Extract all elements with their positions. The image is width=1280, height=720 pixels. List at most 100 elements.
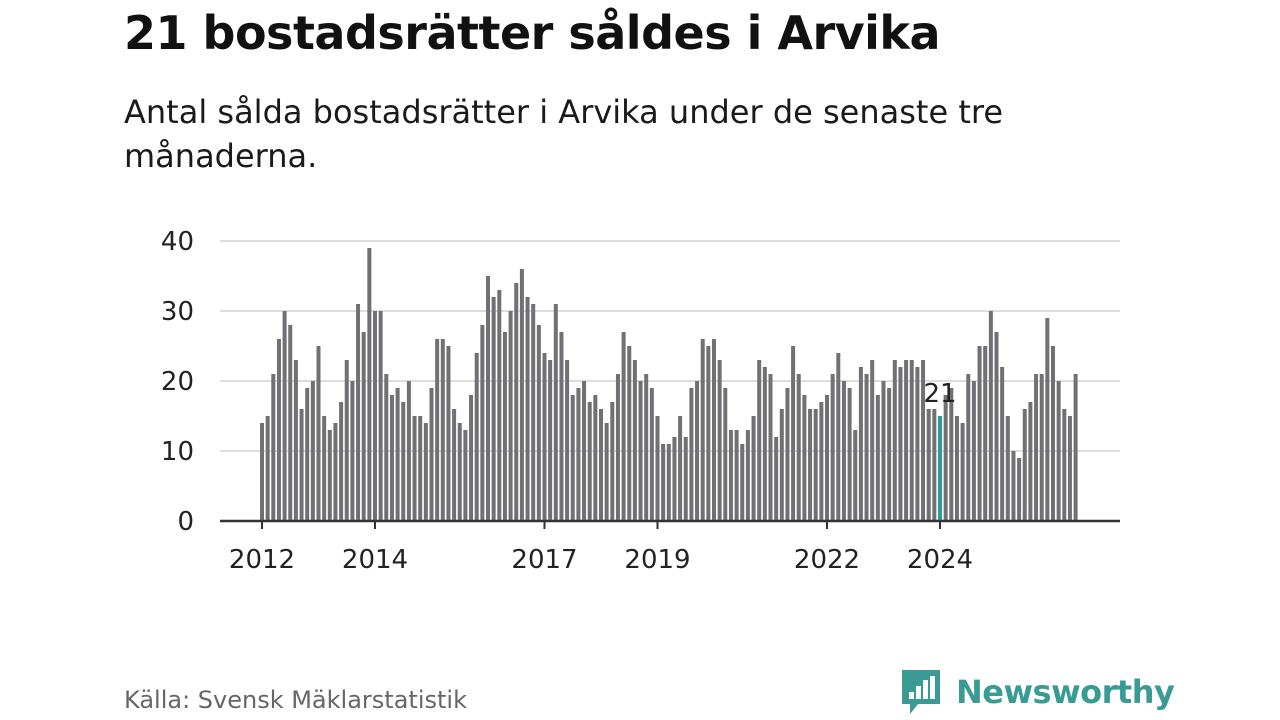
bar xyxy=(745,430,750,521)
bar xyxy=(276,339,281,521)
bar xyxy=(723,388,728,521)
x-tick-label: 2019 xyxy=(624,545,690,575)
bar xyxy=(463,430,468,521)
bar xyxy=(921,360,926,521)
bar xyxy=(700,339,705,521)
newsworthy-logo: Newsworthy xyxy=(900,668,1175,716)
bar xyxy=(305,388,310,521)
bar xyxy=(627,346,632,521)
bar xyxy=(542,353,547,521)
bar xyxy=(655,416,660,521)
bar xyxy=(344,360,349,521)
bar xyxy=(751,416,756,521)
bar xyxy=(847,388,852,521)
bar xyxy=(593,395,598,521)
x-tick-label: 2012 xyxy=(229,545,295,575)
bar xyxy=(440,339,445,521)
bar xyxy=(960,423,965,521)
bar xyxy=(1034,374,1039,521)
bar xyxy=(429,388,434,521)
bar xyxy=(1056,381,1061,521)
bar xyxy=(1022,409,1027,521)
bar xyxy=(356,304,361,521)
bar xyxy=(486,276,490,521)
bar-chart: 0 10 20 30 40 2012 2014 2017 2019 2022 2024 21 xyxy=(161,227,1120,575)
bar xyxy=(728,430,733,521)
x-tick-label: 2022 xyxy=(794,545,860,575)
bar xyxy=(480,325,485,521)
bar xyxy=(915,367,920,521)
y-tick-label: 0 xyxy=(177,507,194,537)
bar xyxy=(615,374,620,521)
bar xyxy=(949,388,954,521)
bar xyxy=(502,332,507,521)
bar xyxy=(853,430,858,521)
bar xyxy=(293,360,298,521)
bar xyxy=(310,381,315,521)
bar xyxy=(288,325,293,521)
bar xyxy=(887,388,892,521)
bar xyxy=(712,339,716,521)
bar xyxy=(1011,451,1016,521)
bar xyxy=(802,395,807,521)
axes xyxy=(220,519,1120,529)
y-tick-label: 10 xyxy=(161,437,194,467)
bar xyxy=(610,402,615,521)
bar xyxy=(361,332,366,521)
bar xyxy=(779,409,784,521)
chart-subtitle: Antal sålda bostadsrätter i Arvika under… xyxy=(124,93,1003,175)
y-tick-label: 40 xyxy=(161,227,194,257)
bar xyxy=(830,374,835,521)
bar xyxy=(1000,367,1005,521)
bar xyxy=(875,395,880,521)
y-tick-label: 20 xyxy=(161,367,194,397)
source-note: Källa: Svensk Mäklarstatistik xyxy=(124,686,467,714)
bar xyxy=(717,360,722,521)
bar xyxy=(836,353,841,521)
bar xyxy=(819,402,824,521)
bar xyxy=(864,374,869,521)
bar xyxy=(339,402,344,521)
bar xyxy=(813,409,818,521)
bar xyxy=(508,311,513,521)
bar xyxy=(683,437,688,521)
bar xyxy=(389,395,394,521)
bar xyxy=(1017,458,1022,521)
bar xyxy=(559,332,564,521)
bar xyxy=(514,283,519,521)
bar xyxy=(519,269,524,521)
bars xyxy=(260,248,1078,521)
bar xyxy=(988,311,993,521)
labels: 0 10 20 30 40 2012 2014 2017 2019 2022 2024 21 xyxy=(161,227,973,575)
bar xyxy=(870,360,875,521)
bar xyxy=(271,374,276,521)
bar xyxy=(695,381,700,521)
bar xyxy=(491,297,496,521)
bar xyxy=(576,388,581,521)
bar xyxy=(1073,374,1078,521)
bar xyxy=(1067,416,1072,521)
bar xyxy=(649,388,654,521)
bar xyxy=(474,353,479,521)
bar xyxy=(299,409,304,521)
x-tick-label: 2017 xyxy=(511,545,577,575)
highlight-value-label: 21 xyxy=(923,379,956,409)
bar xyxy=(757,360,762,521)
bar xyxy=(1045,318,1050,521)
bar xyxy=(378,311,383,521)
bar xyxy=(638,381,643,521)
bar xyxy=(791,346,796,521)
bar xyxy=(452,409,457,521)
bar xyxy=(841,381,846,521)
bar xyxy=(548,360,553,521)
bar xyxy=(599,409,603,521)
bar xyxy=(1051,346,1055,521)
bar xyxy=(661,444,666,521)
bar xyxy=(785,388,790,521)
newsworthy-logo-icon xyxy=(902,670,940,714)
bar xyxy=(1062,409,1067,521)
bar xyxy=(384,374,389,521)
bar xyxy=(435,339,440,521)
bar xyxy=(327,430,332,521)
bar xyxy=(350,381,355,521)
